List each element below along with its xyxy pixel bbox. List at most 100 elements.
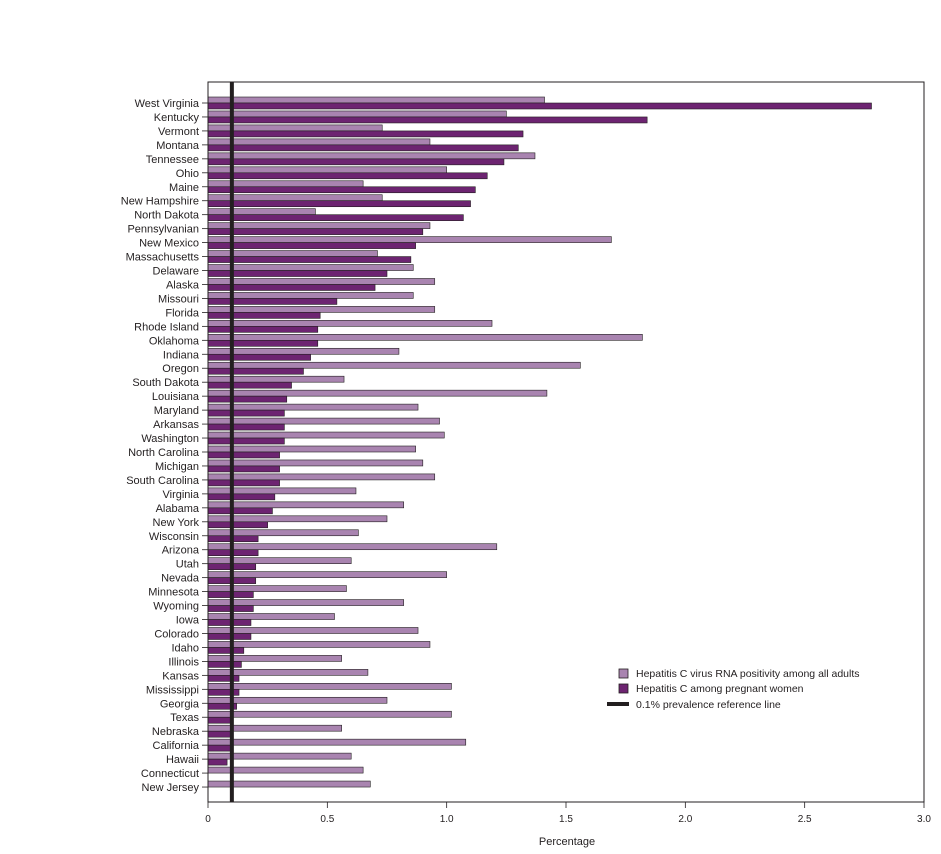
state-label-massachusetts: Massachusetts	[126, 252, 200, 264]
bar-pregnant-women-arkansas	[207, 423, 285, 431]
bar-all-adults-oklahoma	[207, 334, 643, 341]
bar-pregnant-women-colorado	[207, 633, 252, 640]
bar-pregnant-women-oregon	[207, 367, 304, 375]
bar-pregnant-women-north-dakota	[207, 214, 464, 221]
bar-all-adults-nebraska	[207, 724, 342, 732]
bar-pregnant-women-hawaii	[207, 758, 228, 766]
bar-pregnant-women-vermont	[207, 130, 524, 138]
state-label-new-york: New York	[153, 517, 200, 529]
bar-pregnant-women-rhode-island	[207, 326, 319, 333]
legend-label-all-adults: Hepatitis C virus RNA positivity among a…	[636, 668, 860, 680]
bar-all-adults-alaska	[207, 278, 436, 285]
bar-all-adults-north-dakota	[207, 208, 316, 215]
bar-pregnant-women-south-carolina	[207, 479, 280, 487]
bar-all-adults-montana	[207, 138, 431, 146]
state-label-virginia: Virginia	[163, 489, 200, 501]
state-label-wyoming: Wyoming	[153, 601, 199, 613]
state-label-pennsylvanian: Pennsylvanian	[127, 224, 199, 236]
x-tick-label: 1.0	[440, 814, 454, 825]
bar-pregnant-women-kansas	[207, 675, 240, 682]
state-label-new-mexico: New Mexico	[139, 238, 199, 250]
bar-pregnant-women-washington	[207, 437, 285, 445]
state-label-mississippi: Mississippi	[146, 684, 199, 696]
state-label-nebraska: Nebraska	[152, 726, 200, 738]
legend-label-pregnant-women: Hepatitis C among pregnant women	[636, 683, 804, 695]
state-label-colorado: Colorado	[154, 628, 199, 640]
state-label-louisiana: Louisiana	[152, 391, 200, 403]
plot-frame	[207, 81, 925, 803]
state-label-oklahoma: Oklahoma	[149, 335, 200, 347]
state-label-wisconsin: Wisconsin	[149, 531, 199, 543]
bar-all-adults-iowa	[207, 613, 335, 620]
bar-all-adults-hawaii	[207, 752, 352, 760]
bar-all-adults-utah	[207, 557, 352, 564]
bar-pregnant-women-iowa	[207, 619, 252, 626]
state-label-california: California	[153, 740, 200, 752]
bar-all-adults-texas	[207, 710, 452, 718]
bar-pregnant-women-indiana	[207, 353, 311, 361]
bar-all-adults-south-dakota	[207, 375, 345, 383]
state-label-minnesota: Minnesota	[148, 587, 200, 599]
bar-all-adults-maryland	[207, 403, 419, 411]
bar-pregnant-women-maine	[207, 186, 476, 194]
bar-all-adults-arkansas	[207, 417, 440, 425]
x-tick-label: 0.5	[320, 814, 334, 825]
bar-pregnant-women-idaho	[207, 647, 245, 654]
bar-all-adults-rhode-island	[207, 320, 493, 327]
state-label-georgia: Georgia	[160, 698, 200, 710]
state-label-hawaii: Hawaii	[166, 754, 199, 766]
bar-pregnant-women-virginia	[207, 493, 276, 501]
state-label-missouri: Missouri	[158, 293, 199, 305]
bar-all-adults-mississippi	[207, 683, 452, 690]
bar-pregnant-women-michigan	[207, 465, 280, 473]
x-tick-label: 2.0	[678, 814, 692, 825]
state-label-washington: Washington	[141, 433, 199, 445]
bar-pregnant-women-illinois	[207, 661, 242, 668]
state-label-connecticut: Connecticut	[141, 768, 199, 780]
state-label-tennessee: Tennessee	[146, 154, 199, 166]
state-label-maryland: Maryland	[154, 405, 199, 417]
bar-pregnant-women-north-carolina	[207, 451, 280, 459]
bar-pregnant-women-oklahoma	[207, 340, 319, 347]
x-axis-ticks: 0 0.5 1.0 1.5 2.0 2.5 3.0	[205, 802, 931, 825]
bar-all-adults-west-virginia	[207, 96, 545, 104]
bar-all-adults-washington	[207, 431, 445, 439]
bar-pregnant-women-texas	[207, 716, 233, 724]
state-label-ohio: Ohio	[176, 168, 199, 180]
bar-all-adults-new-mexico	[207, 236, 612, 243]
state-label-texas: Texas	[170, 712, 199, 724]
bars-group	[207, 96, 872, 788]
bar-pregnant-women-ohio	[207, 172, 488, 180]
state-label-indiana: Indiana	[163, 349, 200, 361]
state-label-arizona: Arizona	[162, 545, 200, 557]
bar-all-adults-wyoming	[207, 599, 405, 606]
bar-all-adults-louisiana	[207, 389, 548, 397]
state-label-michigan: Michigan	[155, 461, 199, 473]
state-labels: West Virginia Kentucky Vermont Montana Tenne…	[121, 98, 208, 794]
state-label-illinois: Illinois	[168, 656, 199, 668]
state-label-south-carolina: South Carolina	[126, 475, 200, 487]
bar-all-adults-new-york	[207, 515, 388, 523]
bar-all-adults-north-carolina	[207, 445, 416, 453]
bar-all-adults-delaware	[207, 264, 414, 271]
state-label-vermont: Vermont	[158, 126, 199, 138]
bar-all-adults-minnesota	[207, 585, 347, 592]
state-label-montana: Montana	[156, 140, 200, 152]
bar-pregnant-women-maryland	[207, 409, 285, 417]
bar-all-adults-south-carolina	[207, 473, 436, 481]
state-label-nevada: Nevada	[161, 573, 200, 585]
bar-all-adults-tennessee	[207, 152, 536, 160]
bar-pregnant-women-massachusetts	[207, 256, 412, 263]
state-label-alabama: Alabama	[156, 503, 200, 515]
legend-swatch-all-adults	[618, 668, 629, 679]
bar-pregnant-women-new-hampshire	[207, 200, 471, 208]
state-label-west-virginia: West Virginia	[135, 98, 200, 110]
state-label-maine: Maine	[169, 182, 199, 194]
bar-all-adults-georgia	[207, 696, 388, 704]
x-tick-label: 0	[205, 814, 211, 825]
bar-all-adults-michigan	[207, 459, 424, 467]
bar-all-adults-illinois	[207, 655, 342, 662]
state-label-new-jersey: New Jersey	[142, 782, 200, 794]
bar-pregnant-women-montana	[207, 144, 519, 152]
